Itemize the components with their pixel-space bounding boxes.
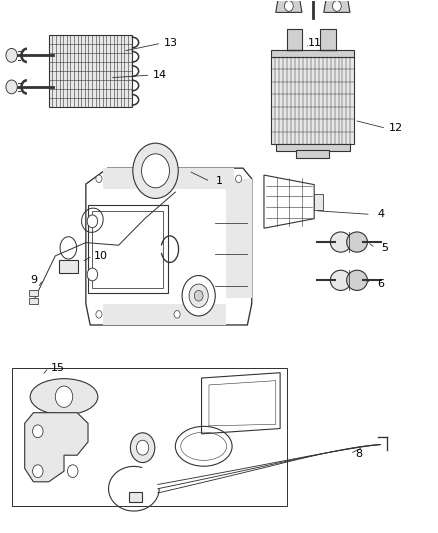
Polygon shape — [86, 168, 252, 325]
Circle shape — [32, 465, 43, 478]
Bar — [103, 168, 234, 189]
Text: 8: 8 — [355, 449, 362, 458]
Ellipse shape — [330, 270, 351, 290]
Circle shape — [174, 311, 180, 318]
Circle shape — [236, 175, 242, 182]
Circle shape — [332, 1, 341, 11]
Bar — [88, 205, 168, 293]
Bar — [12, 368, 287, 506]
Ellipse shape — [330, 232, 351, 252]
Circle shape — [131, 433, 155, 463]
Text: 11: 11 — [308, 38, 322, 48]
Text: 13: 13 — [164, 38, 178, 48]
Circle shape — [133, 143, 178, 198]
Bar — [320, 29, 336, 50]
Circle shape — [285, 1, 293, 11]
Bar — [29, 298, 38, 304]
Circle shape — [87, 215, 98, 228]
Circle shape — [6, 80, 17, 94]
Text: 6: 6 — [377, 279, 384, 288]
Bar — [272, 56, 354, 144]
Circle shape — [194, 290, 203, 301]
Circle shape — [182, 276, 215, 316]
Bar — [272, 50, 354, 56]
Circle shape — [141, 154, 170, 188]
Ellipse shape — [346, 232, 367, 252]
Bar — [29, 290, 38, 296]
Polygon shape — [324, 0, 350, 12]
Text: 4: 4 — [377, 209, 384, 220]
Text: 9: 9 — [30, 275, 37, 285]
Circle shape — [137, 440, 149, 455]
Ellipse shape — [30, 378, 98, 415]
Bar — [92, 211, 163, 288]
Circle shape — [55, 386, 73, 407]
Bar — [103, 304, 226, 325]
Circle shape — [189, 284, 208, 308]
Bar — [130, 492, 142, 502]
Bar — [287, 29, 303, 50]
Polygon shape — [276, 0, 302, 12]
Polygon shape — [25, 413, 88, 482]
Circle shape — [6, 49, 17, 62]
Text: 14: 14 — [153, 70, 167, 80]
Circle shape — [32, 425, 43, 438]
Polygon shape — [264, 175, 314, 228]
Bar — [296, 150, 329, 158]
Text: 5: 5 — [381, 243, 389, 253]
Circle shape — [96, 311, 102, 318]
Text: 15: 15 — [50, 362, 64, 373]
Text: 1: 1 — [215, 176, 223, 187]
Bar — [59, 260, 78, 273]
Ellipse shape — [346, 270, 367, 290]
Bar — [49, 35, 132, 107]
Circle shape — [96, 175, 102, 182]
Bar — [276, 144, 350, 151]
Circle shape — [67, 465, 78, 478]
Bar — [314, 193, 323, 209]
Bar — [226, 179, 252, 298]
Text: 12: 12 — [389, 123, 403, 133]
Circle shape — [87, 268, 98, 281]
Text: 10: 10 — [94, 251, 108, 261]
